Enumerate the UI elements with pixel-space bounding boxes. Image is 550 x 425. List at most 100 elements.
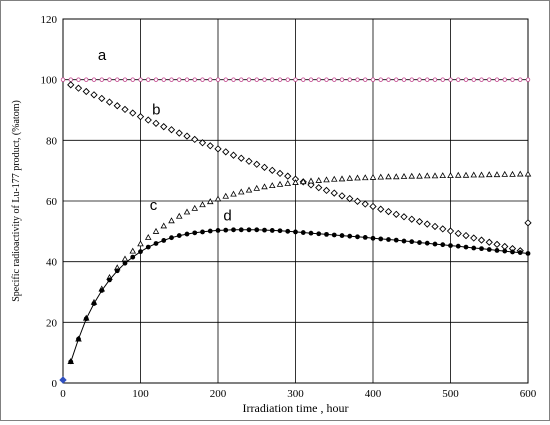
point-c: [152, 227, 160, 234]
point-d: [486, 247, 492, 252]
point-a: [479, 77, 484, 82]
point-a: [308, 77, 314, 82]
curve-label-c: c: [150, 197, 158, 214]
y-tick-label: 40: [46, 257, 58, 269]
point-c: [400, 173, 408, 179]
point-d: [262, 227, 267, 233]
point-a: [378, 77, 383, 82]
point-a: [146, 77, 151, 82]
series-c: [67, 170, 532, 364]
point-d: [285, 228, 291, 234]
point-a: [153, 77, 159, 82]
point-c: [416, 172, 423, 179]
point-c: [284, 179, 292, 186]
point-c: [501, 170, 509, 177]
point-a: [130, 77, 135, 82]
point-c: [346, 174, 354, 181]
point-a: [254, 77, 259, 82]
point-d: [455, 243, 461, 249]
point-d: [223, 227, 229, 233]
point-a: [332, 77, 337, 82]
point-d: [510, 249, 515, 255]
chart-series: [59, 77, 532, 384]
point-b: [191, 135, 199, 144]
point-d: [300, 230, 306, 235]
point-c: [454, 171, 462, 178]
point-d: [347, 233, 353, 239]
point-d: [130, 254, 136, 260]
point-c: [361, 174, 369, 181]
point-c: [121, 255, 129, 262]
point-b: [346, 194, 354, 203]
point-a: [177, 77, 182, 82]
point-a: [99, 77, 104, 82]
y-tick-label: 20: [46, 317, 58, 329]
point-b: [74, 84, 83, 92]
point-c: [431, 172, 439, 179]
point-a: [169, 77, 174, 82]
point-d: [145, 244, 151, 250]
point-d: [362, 235, 368, 240]
point-d: [215, 228, 221, 233]
point-b: [493, 240, 501, 249]
point-d: [339, 233, 345, 238]
point-a: [231, 77, 236, 82]
point-c: [183, 208, 191, 215]
point-b: [98, 94, 106, 103]
point-b: [415, 217, 424, 226]
point-d: [153, 241, 159, 246]
point-a: [417, 77, 422, 82]
point-d: [355, 234, 360, 240]
curve-label-d: d: [223, 208, 231, 225]
point-a: [409, 77, 414, 82]
x-tick-label: 0: [60, 388, 66, 400]
point-b: [67, 81, 75, 89]
x-tick-label: 200: [210, 388, 227, 400]
point-c: [478, 171, 485, 178]
y-tick-label: 0: [52, 378, 58, 390]
point-d: [207, 228, 213, 234]
point-b: [408, 215, 416, 223]
y-tick-label: 100: [41, 75, 58, 87]
point-a: [115, 77, 120, 82]
x-tick-label: 600: [520, 388, 537, 400]
point-c: [377, 173, 385, 180]
point-b: [462, 231, 470, 240]
point-c: [237, 188, 245, 195]
point-b: [369, 202, 377, 211]
x-tick-label: 300: [287, 388, 304, 400]
point-a: [456, 77, 461, 82]
point-b: [423, 220, 431, 228]
point-d: [471, 245, 477, 251]
point-b: [477, 236, 486, 244]
point-d: [114, 268, 120, 274]
point-a: [223, 77, 228, 82]
point-a: [347, 77, 352, 82]
series-b: [67, 81, 532, 255]
point-c: [276, 180, 284, 187]
point-a: [487, 77, 492, 82]
point-d: [269, 228, 275, 233]
point-b: [338, 192, 346, 200]
point-b: [113, 102, 121, 110]
point-c: [214, 195, 222, 202]
chart-axes: [62, 18, 529, 384]
x-tick-label: 500: [442, 388, 459, 400]
point-d: [76, 336, 81, 342]
point-b: [276, 169, 284, 178]
point-c: [268, 182, 276, 189]
point-c: [315, 176, 323, 183]
point-c: [330, 175, 338, 182]
point-c: [408, 172, 416, 179]
point-a: [277, 77, 283, 82]
point-b: [446, 227, 455, 235]
point-d: [401, 238, 407, 244]
point-c: [245, 186, 253, 193]
point-a: [363, 77, 368, 82]
point-b: [439, 225, 447, 233]
y-tick-label: 60: [46, 196, 58, 208]
point-c: [175, 212, 183, 219]
curve-label-b: b: [152, 102, 160, 119]
point-d: [494, 248, 500, 253]
point-a: [84, 77, 89, 82]
